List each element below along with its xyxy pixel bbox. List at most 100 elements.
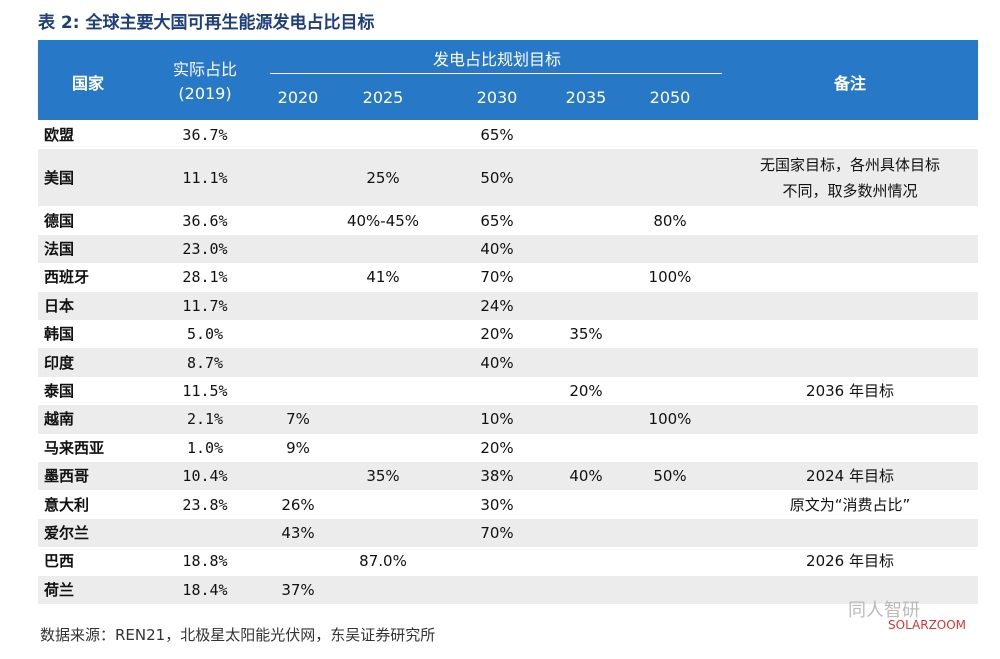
header-cell: 实际占比 [172,60,238,79]
table-row: 荷兰 18.4% 37% [38,575,978,604]
watermark: SOLARZOOM [888,618,967,632]
table-row: 爱尔兰 43% 70% [38,518,978,548]
value-cell: 35% [366,467,400,486]
value-cell: 26% [281,495,315,514]
value-cell: 70% [480,523,514,542]
note-line: 无国家目标，各州具体目标 [759,155,941,174]
country-cell: 法国 [44,239,75,258]
value-cell: 40% [569,467,603,486]
table-row: 韩国 5.0% 20% 35% [38,320,978,349]
country-cell: 西班牙 [44,268,90,287]
header-cell: 2020 [277,88,319,107]
table-row: 德国 36.6% 40%-45% 65% 80% [38,206,978,235]
note-cell: 2026 年目标 [806,548,894,574]
country-cell: 韩国 [44,325,75,344]
value-cell: 11.7% [182,296,228,315]
country-cell: 马来西亚 [44,438,105,457]
value-cell: 87.0% [359,552,407,571]
header-cell: 2035 [565,88,607,107]
value-cell: 20% [569,381,603,400]
table-row: 意大利 23.8% 26% 30% 原文为“消费占比” [38,490,978,519]
source-note: 数据来源：REN21，北极星太阳能光伏网，东吴证券研究所 [40,626,436,644]
value-cell: 43% [281,523,315,542]
table-row: 美国 11.1% 25% 50% 无国家目标，各州具体目标 不同，取多数州情况 [38,149,978,207]
country-cell: 越南 [44,410,75,429]
value-cell: 7% [286,410,310,429]
table-row: 日本 11.7% 24% [38,291,978,320]
value-cell: 23.8% [182,495,228,514]
value-cell: 10% [480,410,514,429]
table-row: 印度 8.7% 40% [38,348,978,377]
value-cell: 23.0% [182,239,228,258]
value-cell: 100% [648,268,692,287]
table-row: 墨西哥 10.4% 35% 38% 40% 50% 2024 年目标 [38,462,978,491]
country-cell: 泰国 [44,381,75,400]
header-rule [270,73,722,74]
table-row: 巴西 18.8% 87.0% 2026 年目标 [38,547,978,576]
note-cell: 2024 年目标 [806,463,894,489]
header-cell: 2050 [649,88,691,107]
country-cell: 巴西 [44,552,75,571]
value-cell: 2.1% [186,410,224,429]
value-cell: 50% [480,168,514,187]
table-row: 法国 23.0% 40% [38,234,978,264]
table-title: 表 2: 全球主要大国可再生能源发电占比目标 [38,13,375,33]
country-cell: 意大利 [44,495,90,514]
value-cell: 30% [480,495,514,514]
value-cell: 9% [286,438,310,457]
value-cell: 40% [480,353,514,372]
header-cell: 2025 [362,88,404,107]
country-cell: 美国 [44,168,75,187]
table-row: 欧盟 36.7% 65% [38,121,978,150]
value-cell: 11.5% [182,381,228,400]
note-cell: 无国家目标，各州具体目标 不同，取多数州情况 [760,152,940,204]
country-cell: 荷兰 [44,580,75,599]
value-cell: 5.0% [186,325,224,344]
table-row: 西班牙 28.1% 41% 70% 100% [38,263,978,292]
table-header: 国家 实际占比 (2019) 发电占比规划目标 备注 2020 2025 2030 2… [38,40,978,120]
value-cell: 28.1% [182,268,228,287]
value-cell: 40% [480,239,514,258]
table-row: 马来西亚 1.0% 9% 20% [38,433,978,462]
value-cell: 100% [648,410,692,429]
country-cell: 爱尔兰 [44,523,90,542]
value-cell: 1.0% [186,438,224,457]
value-cell: 20% [480,325,514,344]
note-line: 不同，取多数州情况 [782,181,918,200]
value-cell: 35% [569,325,603,344]
header-cell: (2019) [178,84,232,103]
value-cell: 8.7% [186,353,224,372]
value-cell: 24% [480,296,514,315]
note-line: 2024 年目标 [806,467,894,486]
header-cell: 发电占比规划目标 [432,50,562,69]
header-cell: 2030 [476,88,518,107]
watermark: 同人智研 [848,600,920,621]
value-cell: 37% [281,580,315,599]
value-cell: 40%-45% [346,211,420,230]
note-line: 2026 年目标 [806,552,894,571]
header-cell: 备注 [833,74,867,93]
note-line: 原文为“消费占比” [789,495,911,514]
country-cell: 印度 [44,353,75,372]
value-cell: 25% [366,168,400,187]
value-cell: 36.7% [182,126,228,145]
value-cell: 41% [366,268,400,287]
country-cell: 欧盟 [44,126,75,145]
value-cell: 18.8% [182,552,228,571]
value-cell: 50% [653,467,687,486]
table-row: 泰国 11.5% 20% 2036 年目标 [38,376,978,406]
country-cell: 墨西哥 [44,467,90,486]
value-cell: 11.1% [182,168,228,187]
value-cell: 36.6% [182,211,228,230]
value-cell: 10.4% [182,467,228,486]
note-cell: 2036 年目标 [806,378,894,404]
note-line: 2036 年目标 [806,381,894,400]
value-cell: 70% [480,268,514,287]
value-cell: 65% [480,211,514,230]
header-cell: 国家 [71,74,105,93]
country-cell: 德国 [44,211,75,230]
country-cell: 日本 [44,296,75,315]
value-cell: 18.4% [182,580,228,599]
note-cell: 原文为“消费占比” [790,492,911,518]
